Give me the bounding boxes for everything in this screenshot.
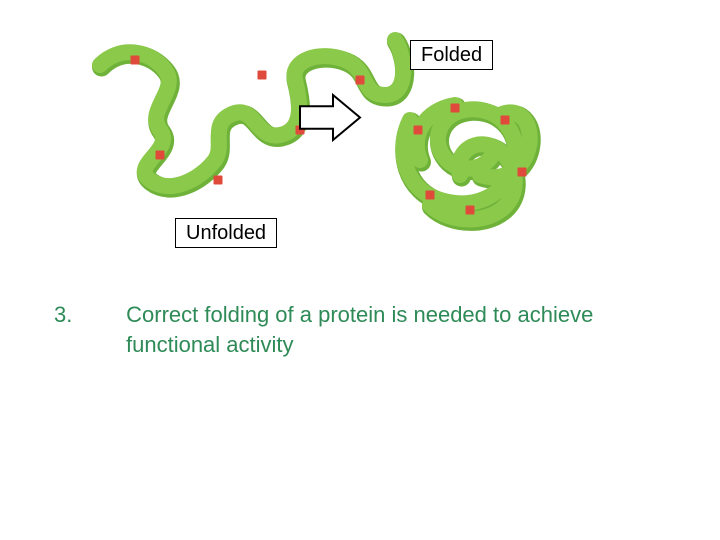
label-unfolded: Unfolded <box>175 218 277 248</box>
caption-body: Correct folding of a protein is needed t… <box>126 302 593 357</box>
caption-number: 3. <box>90 300 120 330</box>
folded-protein <box>403 104 531 222</box>
unfolded-protein <box>100 40 405 188</box>
slide-stage: Folded Unfolded 3. Correct folding of a … <box>0 0 720 540</box>
label-folded: Folded <box>410 40 493 70</box>
protein-folding-diagram <box>0 0 720 300</box>
caption: 3. Correct folding of a protein is neede… <box>90 300 650 359</box>
